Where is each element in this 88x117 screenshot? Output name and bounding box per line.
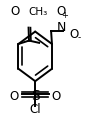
- Text: O: O: [10, 5, 20, 18]
- Text: O: O: [52, 90, 61, 103]
- Text: O: O: [56, 5, 66, 18]
- Text: -: -: [78, 33, 81, 42]
- Text: O: O: [9, 90, 19, 103]
- Text: S: S: [31, 89, 40, 103]
- Text: +: +: [61, 11, 68, 20]
- Text: Cl: Cl: [29, 103, 41, 116]
- Text: N: N: [56, 21, 66, 34]
- Text: CH₃: CH₃: [28, 7, 47, 17]
- Text: O: O: [69, 28, 79, 41]
